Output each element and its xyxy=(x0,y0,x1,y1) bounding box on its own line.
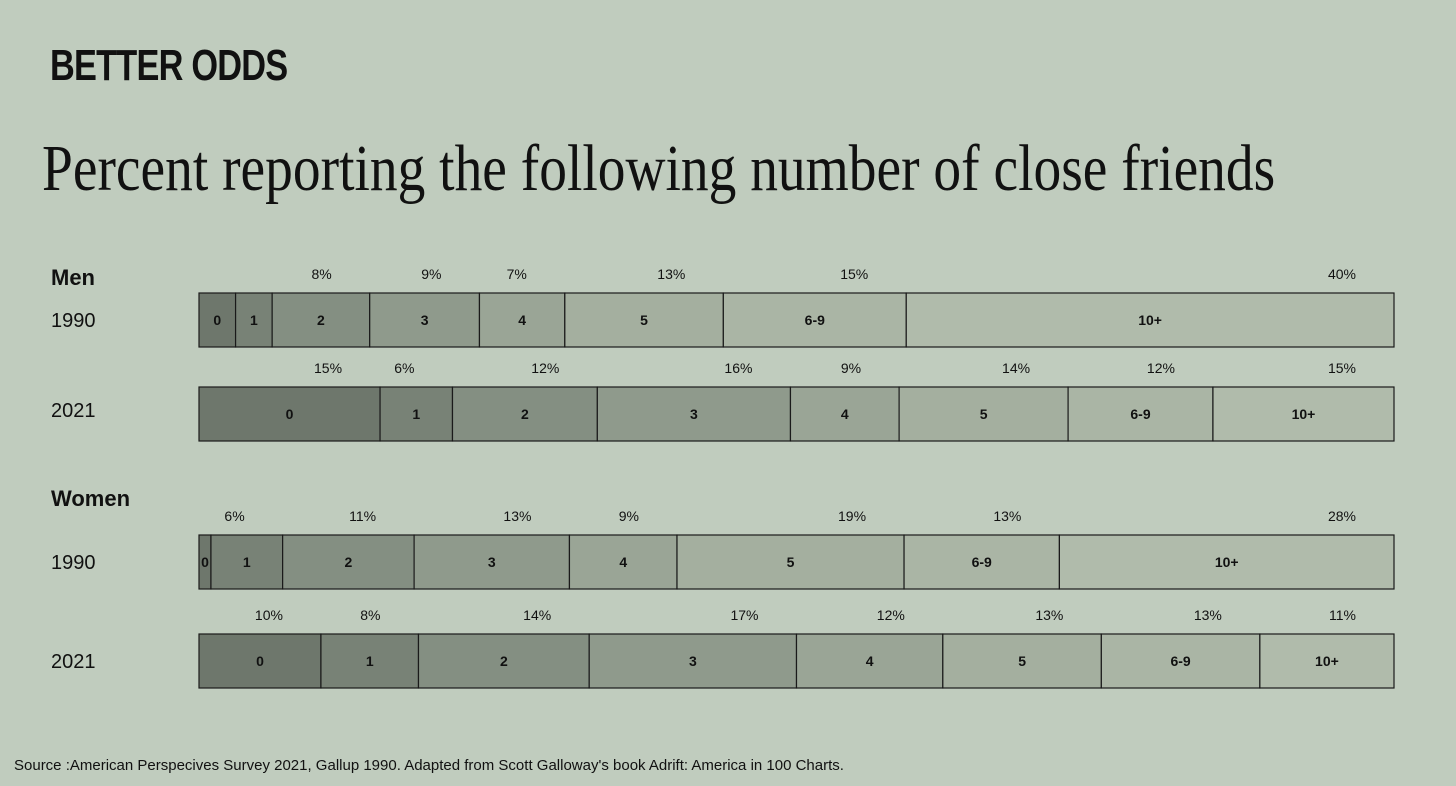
value-label-women-2021-5: 13% xyxy=(1035,607,1063,623)
bar-segment-men-2021-4 xyxy=(789,386,900,442)
bar-segment-men-1990-3 xyxy=(369,292,481,348)
bar-segment-women-2021-5 xyxy=(942,633,1102,689)
bar-segment-women-1990-4 xyxy=(568,534,678,590)
category-label-men-2021-0: 0 xyxy=(286,406,294,422)
category-label-men-2021-2: 2 xyxy=(521,406,529,422)
value-label-men-2021-4: 9% xyxy=(841,360,861,376)
bar-segment-women-1990-3 xyxy=(413,534,571,590)
category-label-women-2021-2: 2 xyxy=(500,653,508,669)
year-label-women-2021: 2021 xyxy=(51,651,96,673)
category-label-women-2021-3: 3 xyxy=(689,653,697,669)
category-label-men-1990-4: 4 xyxy=(518,312,526,328)
bar-segment-men-1990-4 xyxy=(478,292,566,348)
category-label-men-2021-6-9: 6-9 xyxy=(1130,406,1150,422)
category-label-men-1990-1: 1 xyxy=(250,312,258,328)
category-label-men-1990-6-9: 6-9 xyxy=(805,312,825,328)
chart-title: Percent reporting the following number o… xyxy=(42,132,1276,205)
value-label-men-2021-3: 16% xyxy=(724,360,752,376)
value-label-women-2021-0: 10% xyxy=(255,607,283,623)
category-label-men-2021-3: 3 xyxy=(690,406,698,422)
bar-segment-men-1990-6-9 xyxy=(722,292,907,348)
bar-segment-men-1990-10plus xyxy=(905,292,1395,348)
bar-segment-men-2021-2 xyxy=(451,386,598,442)
value-label-men-2021-10plus: 15% xyxy=(1328,360,1356,376)
bar-segment-men-2021-10plus xyxy=(1212,386,1395,442)
value-label-men-1990-4: 7% xyxy=(507,266,527,282)
category-label-women-2021-6-9: 6-9 xyxy=(1170,653,1190,669)
year-label-women-1990: 1990 xyxy=(51,552,96,574)
value-label-women-2021-2: 14% xyxy=(523,607,551,623)
year-label-men-1990: 1990 xyxy=(51,310,96,332)
value-label-men-1990-3: 9% xyxy=(421,266,441,282)
value-label-women-2021-10plus: 11% xyxy=(1329,607,1356,623)
value-label-men-2021-6-9: 12% xyxy=(1147,360,1175,376)
bar-segment-women-2021-3 xyxy=(588,633,798,689)
category-label-women-1990-5: 5 xyxy=(787,554,795,570)
bar-segment-men-1990-2 xyxy=(271,292,371,348)
source-note: Source :American Perspecives Survey 2021… xyxy=(14,757,844,774)
bar-segment-women-2021-2 xyxy=(417,633,590,689)
bar-segment-women-2021-1 xyxy=(320,633,420,689)
category-label-women-2021-4: 4 xyxy=(866,653,874,669)
category-label-women-1990-0: 0 xyxy=(201,554,209,570)
category-label-men-1990-2: 2 xyxy=(317,312,325,328)
value-label-women-1990-3: 13% xyxy=(503,508,531,524)
value-label-women-1990-1: 6% xyxy=(224,508,244,524)
value-label-women-1990-6-9: 13% xyxy=(993,508,1021,524)
category-label-men-1990-10plus: 10+ xyxy=(1138,312,1162,328)
value-label-men-2021-1: 6% xyxy=(394,360,414,376)
brand-logo: BETTER ODDS xyxy=(50,41,288,90)
value-label-women-2021-1: 8% xyxy=(360,607,380,623)
value-label-women-2021-4: 12% xyxy=(877,607,905,623)
bar-segment-women-1990-6-9 xyxy=(903,534,1060,590)
category-label-men-1990-3: 3 xyxy=(421,312,429,328)
value-label-men-2021-0: 15% xyxy=(314,360,342,376)
group-label-men: Men xyxy=(51,265,95,290)
value-label-women-1990-10plus: 28% xyxy=(1328,508,1356,524)
bar-segment-men-2021-3 xyxy=(596,386,792,442)
category-label-women-1990-2: 2 xyxy=(344,554,352,570)
bar-segment-women-1990-1 xyxy=(210,534,284,590)
value-label-men-1990-5: 13% xyxy=(657,266,685,282)
bar-segment-women-1990-2 xyxy=(282,534,415,590)
bar-segment-men-1990-0 xyxy=(198,292,237,348)
category-label-women-1990-1: 1 xyxy=(243,554,251,570)
category-label-women-1990-10plus: 10+ xyxy=(1215,554,1239,570)
bar-segment-women-2021-10plus xyxy=(1259,633,1395,689)
category-label-women-1990-4: 4 xyxy=(619,554,627,570)
bar-segment-men-1990-1 xyxy=(234,292,273,348)
category-label-women-1990-6-9: 6-9 xyxy=(972,554,992,570)
bar-segment-men-2021-1 xyxy=(379,386,454,442)
category-label-men-2021-1: 1 xyxy=(412,406,420,422)
category-label-women-2021-0: 0 xyxy=(256,653,264,669)
value-label-women-2021-3: 17% xyxy=(730,607,758,623)
value-label-men-2021-2: 12% xyxy=(531,360,559,376)
category-label-men-2021-10plus: 10+ xyxy=(1292,406,1316,422)
bar-segment-men-2021-5 xyxy=(898,386,1069,442)
value-label-men-1990-6-9: 15% xyxy=(840,266,868,282)
category-label-men-1990-0: 0 xyxy=(213,312,221,328)
value-label-women-1990-2: 11% xyxy=(349,508,376,524)
category-label-women-2021-10plus: 10+ xyxy=(1315,653,1339,669)
category-label-women-2021-5: 5 xyxy=(1018,653,1026,669)
bar-segment-men-2021-0 xyxy=(198,386,381,442)
category-label-women-2021-1: 1 xyxy=(366,653,374,669)
category-label-women-1990-3: 3 xyxy=(488,554,496,570)
value-label-women-1990-4: 9% xyxy=(619,508,639,524)
category-label-men-2021-4: 4 xyxy=(841,406,849,422)
year-label-men-2021: 2021 xyxy=(51,400,96,422)
bar-segment-men-1990-5 xyxy=(564,292,724,348)
category-label-men-2021-5: 5 xyxy=(980,406,988,422)
bar-segment-men-2021-6-9 xyxy=(1067,386,1214,442)
value-label-women-2021-6-9: 13% xyxy=(1194,607,1222,623)
bar-segment-women-1990-10plus xyxy=(1058,534,1395,590)
category-label-men-1990-5: 5 xyxy=(640,312,648,328)
value-label-women-1990-5: 19% xyxy=(838,508,866,524)
value-label-men-1990-2: 8% xyxy=(311,266,331,282)
bar-segment-women-1990-5 xyxy=(676,534,905,590)
value-label-men-1990-10plus: 40% xyxy=(1328,266,1356,282)
group-label-women: Women xyxy=(51,486,131,511)
value-label-men-2021-5: 14% xyxy=(1002,360,1030,376)
